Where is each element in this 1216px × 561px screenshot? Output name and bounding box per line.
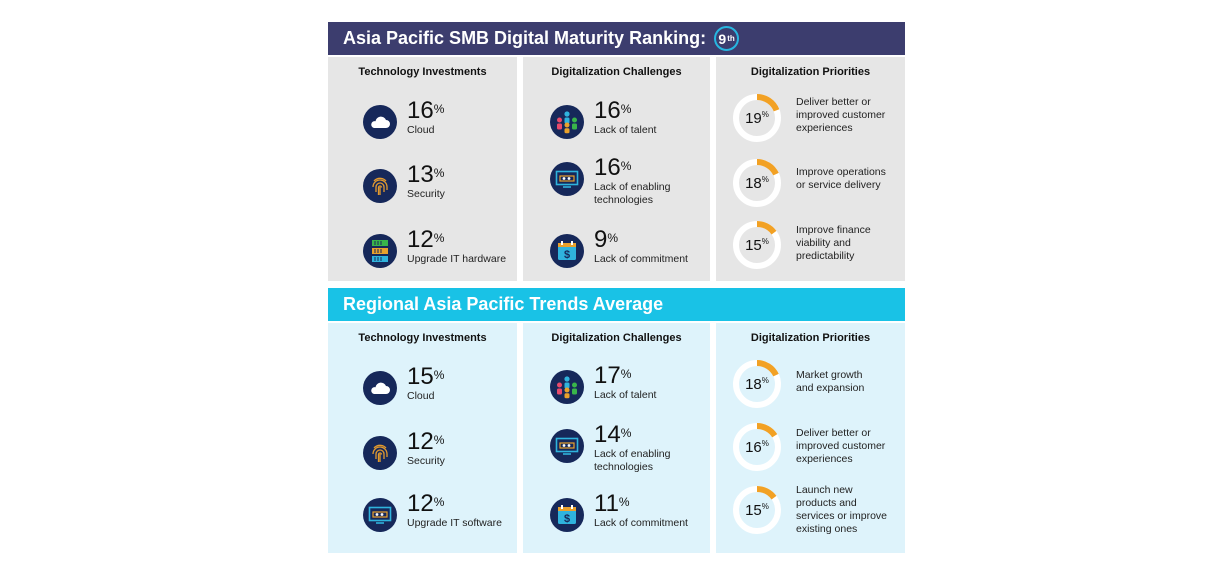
priority-ring: 15% [732, 220, 782, 270]
column-title: Digitalization Priorities [750, 332, 871, 344]
people-icon [550, 370, 584, 404]
stat-value: 13% [407, 161, 445, 188]
column-title: Digitalization Challenges [551, 332, 682, 344]
priority-text: Launch new products and services or improv… [796, 484, 888, 535]
stat-item: 12% Upgrade IT software [328, 491, 517, 541]
priority-value: 18% [745, 375, 769, 393]
stat-item: 16% Cloud [328, 98, 517, 148]
stat-value: 12% [407, 226, 445, 253]
stat-label: Lack of enabling technologies [594, 181, 671, 206]
stat-value: 17% [594, 362, 632, 389]
ring-fill [733, 94, 781, 142]
ring-gauge [733, 486, 781, 534]
cloud-icon [363, 105, 397, 139]
fingerprint-icon [363, 436, 397, 470]
priority-ring: 15% [732, 485, 782, 535]
priority-text: Deliver better or improved customer experi… [796, 427, 886, 465]
priority-value: 16% [745, 438, 769, 456]
maturity-ranking-title: Asia Pacific SMB Digital Maturity Rankin… [343, 28, 707, 48]
svg-text:$: $ [564, 249, 570, 261]
stat-item: 12% Security [328, 429, 517, 479]
stat-label: Security [407, 455, 445, 467]
ring-fill [733, 221, 781, 269]
stat-label: Security [407, 188, 445, 200]
stat-value: 16% [594, 97, 632, 124]
stat-label: Upgrade IT software [407, 517, 502, 529]
ring-fill [733, 360, 781, 408]
monitor-gear-icon [550, 429, 584, 463]
stat-value: 15% [407, 363, 445, 390]
ring-gauge [733, 423, 781, 471]
column-title: Digitalization Challenges [551, 66, 682, 78]
svg-text:$: $ [564, 513, 570, 525]
stat-item: 16% Lack of enabling technologies [523, 154, 710, 206]
stat-value: 16% [594, 154, 632, 181]
stat-value: 9% [594, 226, 619, 253]
stat-label: Lack of talent [594, 124, 657, 136]
monitor-gear-icon [363, 498, 397, 532]
ring-fill [733, 159, 781, 207]
priority-value: 15% [745, 501, 769, 519]
priority-text: Market growth and expansion [796, 369, 865, 394]
priority-ring: 18% [732, 359, 782, 409]
s2-priorities-column: Digitalization Priorities 18% Market gro… [716, 323, 905, 553]
people-icon [550, 105, 584, 139]
stat-item: $ 9% Lack of commitment [523, 227, 710, 277]
stat-value: 16% [407, 97, 445, 124]
rank-value: 9 [718, 30, 727, 47]
column-title: Technology Investments [358, 332, 487, 344]
s2-tech-column: Technology Investments 15% Cloud 12% Sec… [328, 323, 517, 553]
priority-text: Improve operations or service delivery [796, 166, 886, 191]
ring-gauge [733, 94, 781, 142]
stat-value: 12% [407, 490, 445, 517]
stat-item: 14% Lack of enabling technologies [523, 421, 710, 473]
ring-gauge [733, 360, 781, 408]
priority-value: 15% [745, 236, 769, 254]
stat-value: 12% [407, 428, 445, 455]
priority-ring: 16% [732, 422, 782, 472]
stat-item: 12% Upgrade IT hardware [328, 227, 517, 277]
stat-item: 16% Lack of talent [523, 98, 710, 148]
stat-item: 13% Security [328, 162, 517, 212]
stat-item: 17% Lack of talent [523, 363, 710, 413]
stat-label: Lack of commitment [594, 517, 688, 529]
stat-label: Lack of commitment [594, 253, 688, 265]
stat-label: Upgrade IT hardware [407, 253, 507, 265]
priority-text: Improve finance viability and predictabili… [796, 224, 871, 262]
calendar-dollar-icon: $ [550, 234, 584, 268]
stat-value: 14% [594, 421, 632, 448]
fingerprint-icon [363, 169, 397, 203]
cloud-icon [363, 371, 397, 405]
stat-label: Lack of talent [594, 389, 657, 401]
ring-fill [733, 486, 781, 534]
s1-tech-column: Technology Investments 16% Cloud 13% Sec… [328, 57, 517, 281]
regional-trends-title: Regional Asia Pacific Trends Average [343, 294, 664, 314]
ring-gauge [733, 159, 781, 207]
priority-ring: 18% [732, 158, 782, 208]
stat-label: Cloud [407, 390, 435, 402]
priority-value: 19% [745, 109, 769, 127]
ring-fill [733, 423, 781, 471]
stat-value: 11% [594, 490, 630, 517]
column-title: Technology Investments [358, 66, 487, 78]
stat-label: Cloud [407, 124, 435, 136]
stat-label: Lack of enabling technologies [594, 448, 671, 473]
column-title: Digitalization Priorities [750, 66, 871, 78]
ring-gauge [733, 221, 781, 269]
calendar-dollar-icon: $ [550, 498, 584, 532]
s1-priorities-column: Digitalization Priorities 19% Deliver be… [716, 57, 905, 281]
s1-challenges-column: Digitalization Challenges 16% Lack of ta… [523, 57, 710, 281]
server-icon [363, 234, 397, 268]
priority-value: 18% [745, 174, 769, 192]
regional-trends-banner: Regional Asia Pacific Trends Average [328, 288, 905, 321]
priority-ring: 19% [732, 93, 782, 143]
monitor-gear-icon [550, 162, 584, 196]
stat-item: $ 11% Lack of commitment [523, 491, 710, 541]
priority-text: Deliver better or improved customer experi… [796, 96, 886, 134]
s2-challenges-column: Digitalization Challenges 17% Lack of ta… [523, 323, 710, 553]
stat-item: 15% Cloud [328, 364, 517, 414]
rank-suffix: th [727, 34, 735, 43]
maturity-ranking-banner: Asia Pacific SMB Digital Maturity Rankin… [328, 22, 905, 55]
